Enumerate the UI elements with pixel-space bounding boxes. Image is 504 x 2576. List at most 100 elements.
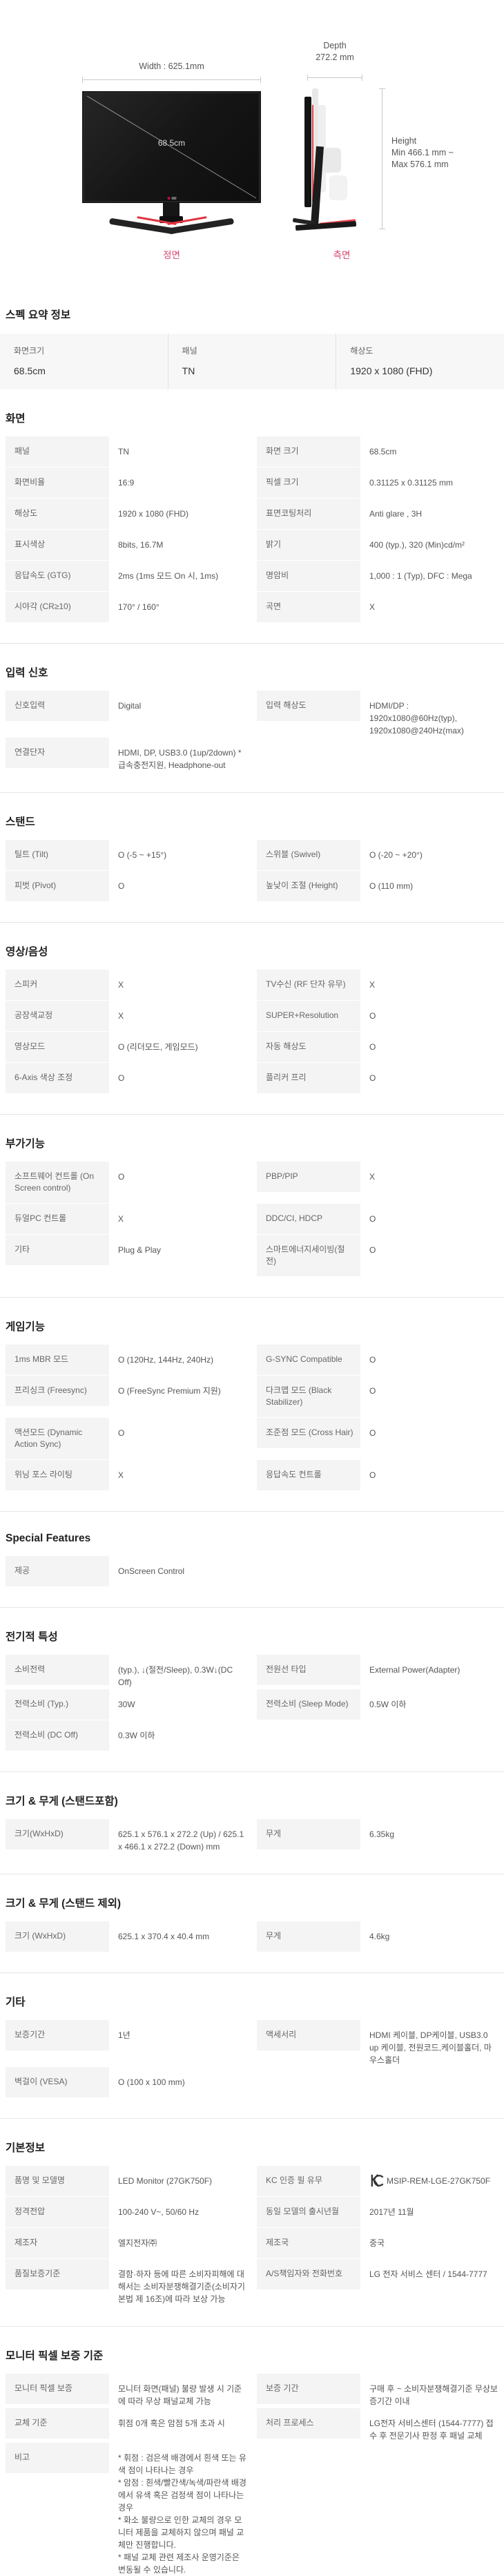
spec-label: 전력소비 (DC Off) <box>6 1720 109 1751</box>
height-adjust-ghost-clamp-2 <box>329 175 347 200</box>
dimension-figures: Width : 625.1mm 68.5cm Depth 272.2 mm <box>0 0 504 276</box>
spec-label: 제조자 <box>6 2228 109 2258</box>
spec-row: 모니터 픽셀 보증 모니터 화면(패널) 불량 발생 시 기준에 따라 무상 패널… <box>6 2374 247 2407</box>
spec-value: X <box>369 602 376 612</box>
section-divider <box>0 1972 504 1973</box>
spec-label: A/S책임자와 전화번호 <box>257 2259 360 2289</box>
spec-label: 6-Axis 색상 조정 <box>6 1063 109 1093</box>
spec-label: 비고 <box>6 2443 109 2473</box>
spec-value: O <box>369 1428 376 1438</box>
spec-label: 표면코팅처리 <box>257 499 360 529</box>
spec-value: 68.5cm <box>369 447 397 456</box>
spec-value: O (FreeSync Premium 지원) <box>118 1386 221 1396</box>
spec-label: 제조국 <box>257 2228 360 2258</box>
spec-value: 16:9 <box>118 478 135 488</box>
spec-table: 패널 TN 화면 크기 68.5cm 화면비율 16:9 픽셀 크기 0.31125 x 0.… <box>0 436 504 622</box>
spec-label: 표시색상 <box>6 530 109 560</box>
spec-row: 영상모드 O (리더모드, 게임모드) <box>6 1032 247 1062</box>
section-divider <box>0 1607 504 1608</box>
spec-value: 1,000 : 1 (Typ), DFC : Mega <box>369 571 472 581</box>
spec-table: 보증기간 1년 액세서리 HDMI 케이블, DP케이블, USB3.0 up 케이블… <box>0 2020 504 2097</box>
spec-row: 응답속도 (GTG) 2ms (1ms 모드 On 시, 1ms) <box>6 561 247 591</box>
spec-value: LG 전자 서비스 센터 / 1544-7777 <box>369 2269 487 2279</box>
section-title: 크기 & 무게 (스탠드 제외) <box>6 1898 122 1910</box>
summary-item-value: TN <box>182 365 195 376</box>
section-stand: 스탠드 틸트 (Tilt) O (-5 ~ +15°) 스위블 (Swivel) O (… <box>0 814 504 901</box>
section-title: 입력 신호 <box>6 667 48 679</box>
spec-label: 공장색교정 <box>6 1001 109 1031</box>
width-dimension-label: Width : 625.1mm <box>139 61 204 71</box>
spec-value: 100-240 V~, 50/60 Hz <box>118 2207 200 2217</box>
spec-row: 패널 TN <box>6 436 247 467</box>
spec-row: 표면코팅처리 Anti glare , 3H <box>257 499 498 529</box>
spec-label: 곡면 <box>257 592 360 622</box>
spec-label: 무게 <box>257 1819 360 1849</box>
section-pixel-warranty: 모니터 픽셀 보증 기준 모니터 픽셀 보증 모니터 화면(패널) 불량 발생 시 … <box>0 2347 504 2576</box>
spec-value: 400 (typ.), 320 (Min)cd/m² <box>369 540 465 550</box>
monitor-side-view-panel <box>304 97 311 207</box>
spec-row: 연결단자 HDMI, DP, USB3.0 (1up/2down) *급속충전지원… <box>6 738 247 771</box>
spec-value: OnScreen Control <box>118 1566 185 1576</box>
spec-row: A/S책임자와 전화번호 LG 전자 서비스 센터 / 1544-7777 <box>257 2259 498 2289</box>
spec-label: 응답속도 컨트롤 <box>257 1460 360 1490</box>
diagonal-size-label: 68.5cm <box>157 138 186 148</box>
spec-value: 모니터 화면(패널) 불량 발생 시 기준에 따라 무상 패널교체 가능 <box>118 2384 242 2406</box>
spec-row: 액션모드 (Dynamic Action Sync) O <box>6 1418 247 1459</box>
spec-value: 30W <box>118 1700 135 1709</box>
spec-value: 결함·하자 등에 따른 소비자피해에 대해서는 소비자분쟁해결기준(소비자기본법… <box>118 2269 245 2304</box>
spec-label: 전원선 타입 <box>257 1655 360 1685</box>
spec-row: 전력소비 (DC Off) 0.3W 이하 <box>6 1720 247 1751</box>
section-title: 스탠드 <box>6 816 35 828</box>
spec-value: 625.1 x 576.1 x 272.2 (Up) / 625.1 x 466… <box>118 1829 244 1852</box>
depth-dimension-label: Depth 272.2 mm <box>316 41 354 62</box>
section-title: 영상/음성 <box>6 946 48 958</box>
spec-row: 픽셀 크기 0.31125 x 0.31125 mm <box>257 468 498 498</box>
summary-item-label: 패널 <box>182 346 197 356</box>
spec-value: O <box>369 1042 376 1052</box>
summary-table: 화면크기 68.5cm 패널 TN 해상도 1920 x 1080 (FHD) <box>0 334 504 390</box>
spec-label: 픽셀 크기 <box>257 468 360 498</box>
spec-label: 신호입력 <box>6 691 109 721</box>
spec-value: 1년 <box>118 2030 130 2040</box>
spec-label: TV수신 (RF 단자 유무) <box>257 970 360 1000</box>
spec-row: 벽걸이 (VESA) O (100 x 100 mm) <box>6 2067 247 2097</box>
spec-label: 틸트 (Tilt) <box>6 840 109 870</box>
spec-row: 틸트 (Tilt) O (-5 ~ +15°) <box>6 840 247 870</box>
spec-row: 위닝 포스 라이팅 X <box>6 1460 247 1490</box>
spec-label: 위닝 포스 라이팅 <box>6 1460 109 1490</box>
spec-row: 화면 크기 68.5cm <box>257 436 498 467</box>
spec-row: 보증기간 1년 <box>6 2020 247 2050</box>
spec-value: O <box>369 1355 376 1365</box>
spec-label: 응답속도 (GTG) <box>6 561 109 591</box>
spec-table: 소비전력 (typ.), ↓(절전/Sleep), 0.3W↓(DC Off) 전원… <box>0 1655 504 1751</box>
spec-label: 모니터 픽셀 보증 <box>6 2374 109 2404</box>
height-adjust-ghost-panel-1 <box>312 88 318 177</box>
spec-value: O <box>118 1428 125 1438</box>
section-screen: 화면 패널 TN 화면 크기 68.5cm 화면비율 16:9 픽셀 크기 0.31125 x … <box>0 410 504 622</box>
spec-table: 신호입력 Digital 입력 해상도 HDMI/DP : 1920x1080@60H… <box>0 691 504 771</box>
spec-table: 스피커 X TV수신 (RF 단자 유무) X 공장색교정 X SUPER+Resoluti… <box>0 970 504 1093</box>
spec-row: 제조국 중국 <box>257 2228 498 2258</box>
spec-row: 6-Axis 색상 조정 O <box>6 1063 247 1093</box>
spec-value: * 휘점 : 검은색 배경에서 흰색 또는 유색 점이 나타나는 경우 * 암점… <box>118 2453 246 2575</box>
spec-label: 입력 해상도 <box>257 691 360 721</box>
spec-table: 1ms MBR 모드 O (120Hz, 144Hz, 240Hz) G-SYNC … <box>0 1345 504 1490</box>
spec-label: 화면 크기 <box>257 436 360 467</box>
spec-value: 휘점 0개 혹은 암점 5개 초과 시 <box>118 2419 225 2428</box>
spec-label: 스마트에너지세이빙(절전) <box>257 1235 360 1276</box>
spec-summary: 스펙 요약 정보 화면크기 68.5cm 패널 TN 해상도 1920 x 1080 (F… <box>0 307 504 390</box>
summary-item-value: 68.5cm <box>14 365 46 376</box>
spec-label: 전력소비 (Sleep Mode) <box>257 1689 360 1720</box>
spec-row: 액세서리 HDMI 케이블, DP케이블, USB3.0 up 케이블, 전원코드… <box>257 2020 498 2066</box>
spec-label: 액션모드 (Dynamic Action Sync) <box>6 1418 109 1459</box>
spec-label: 플리커 프리 <box>257 1063 360 1093</box>
spec-row: 밝기 400 (typ.), 320 (Min)cd/m² <box>257 530 498 560</box>
section-title: 부가기능 <box>6 1138 46 1150</box>
spec-value: X <box>369 1172 376 1182</box>
spec-label: 보증기간 <box>6 2020 109 2050</box>
spec-value: O <box>369 1214 376 1224</box>
summary-cell: 화면크기 68.5cm <box>0 334 168 390</box>
spec-row: 공장색교정 X <box>6 1001 247 1031</box>
spec-value: 8bits, 16.7M <box>118 540 164 550</box>
